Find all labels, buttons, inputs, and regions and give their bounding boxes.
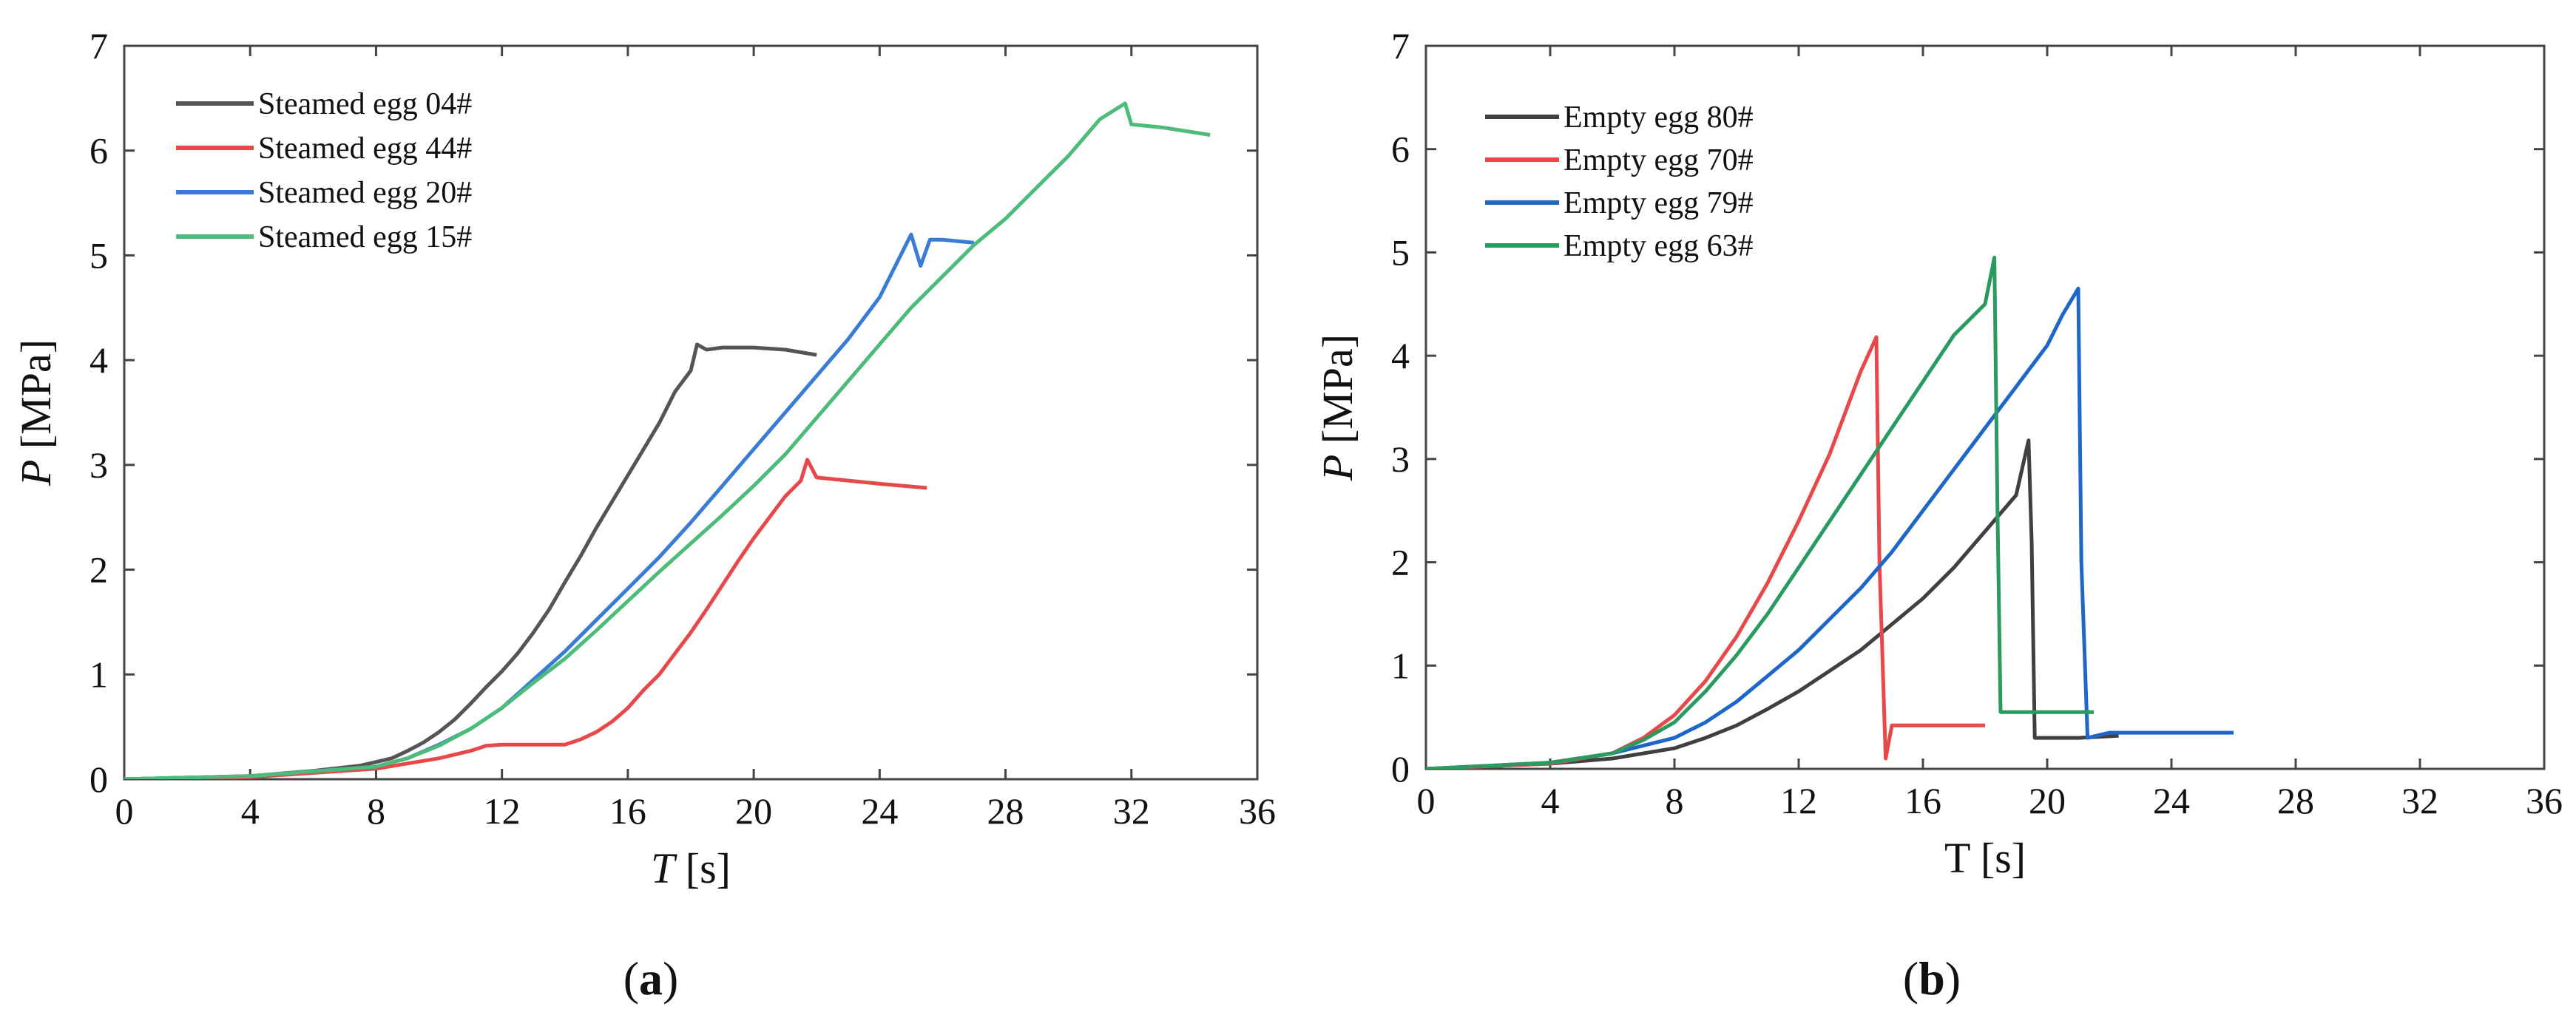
series-line-3 xyxy=(124,232,975,779)
series-line-1 xyxy=(1426,438,2119,769)
x-axis-unit: [s] xyxy=(675,844,731,892)
x-tick-label: 8 xyxy=(1666,780,1684,821)
series-line-2 xyxy=(124,458,927,779)
panel-label: (a) xyxy=(623,952,679,1005)
legend-label: Empty egg 79# xyxy=(1563,186,1754,220)
y-tick-label: 1 xyxy=(1391,645,1410,686)
x-tick-label: 16 xyxy=(1904,780,1941,821)
y-tick-label: 3 xyxy=(89,444,108,486)
x-tick-label: 20 xyxy=(2029,780,2066,821)
x-tick-label: 0 xyxy=(1417,780,1436,821)
y-tick-label: 4 xyxy=(1391,335,1410,376)
x-axis-unit: [s] xyxy=(1970,834,2026,882)
legend-label: Empty egg 70# xyxy=(1563,143,1754,177)
plot-frame xyxy=(1424,44,2546,770)
x-tick-label: 16 xyxy=(609,790,646,832)
series-line-4 xyxy=(124,101,1211,779)
y-tick-label: 2 xyxy=(89,549,108,591)
x-tick-label: 24 xyxy=(2153,780,2190,821)
legend-label: Steamed egg 20# xyxy=(258,176,472,210)
x-tick-label: 36 xyxy=(1239,790,1276,832)
y-tick-label: 3 xyxy=(1391,438,1410,480)
y-axis-title: P [MPa] xyxy=(1314,334,1362,481)
x-axis-variable: T xyxy=(1944,834,1970,882)
y-axis-unit: [MPa] xyxy=(12,339,60,460)
y-tick-label: 0 xyxy=(89,759,108,800)
x-tick-label: 32 xyxy=(2401,780,2438,821)
legend-label: Steamed egg 04# xyxy=(258,87,472,121)
y-tick-label: 1 xyxy=(89,654,108,695)
x-tick-label: 4 xyxy=(241,790,260,832)
x-axis-variable: T xyxy=(651,844,677,892)
y-tick-label: 2 xyxy=(1391,542,1410,583)
y-tick-label: 5 xyxy=(89,234,108,276)
plot-frame xyxy=(123,44,1259,781)
legend: Steamed egg 04# Steamed egg 44# Steamed eg… xyxy=(176,87,472,254)
legend-label: Steamed egg 15# xyxy=(258,220,472,254)
panel-label: (b) xyxy=(1903,952,1961,1005)
y-tick-label: 7 xyxy=(1391,25,1410,67)
x-tick-label: 36 xyxy=(2526,780,2563,821)
series-line-2 xyxy=(1426,335,1985,769)
series-line-4 xyxy=(1426,255,2094,769)
x-axis-title: T [s] xyxy=(651,844,731,892)
y-tick-label: 0 xyxy=(1391,748,1410,790)
y-tick-label: 7 xyxy=(89,25,108,67)
x-tick-label: 8 xyxy=(367,790,385,832)
legend-label: Steamed egg 44# xyxy=(258,132,472,166)
x-tick-label: 28 xyxy=(2277,780,2314,821)
y-axis-variable: P xyxy=(12,460,60,486)
x-tick-label: 24 xyxy=(861,790,898,832)
x-tick-label: 28 xyxy=(987,790,1024,832)
y-tick-label: 4 xyxy=(89,339,108,381)
legend-label: Empty egg 80# xyxy=(1563,101,1754,135)
legend: Empty egg 80# Empty egg 70# Empty egg 79# E… xyxy=(1485,101,1754,263)
y-tick-label: 5 xyxy=(1391,231,1410,273)
y-axis-variable: P xyxy=(1314,455,1362,481)
x-tick-label: 0 xyxy=(115,790,134,832)
y-axis-unit: [MPa] xyxy=(1314,334,1362,455)
y-tick-label: 6 xyxy=(1391,129,1410,170)
series-line-3 xyxy=(1426,286,2234,769)
legend-label: Empty egg 63# xyxy=(1563,229,1754,263)
series-line-1 xyxy=(124,342,817,779)
x-axis-title: T [s] xyxy=(1944,834,2026,882)
x-tick-label: 4 xyxy=(1541,780,1560,821)
x-tick-label: 12 xyxy=(1780,780,1817,821)
x-tick-label: 12 xyxy=(484,790,521,832)
x-tick-label: 20 xyxy=(735,790,772,832)
x-tick-label: 32 xyxy=(1113,790,1150,832)
y-tick-label: 6 xyxy=(89,130,108,172)
y-axis-title: P [MPa] xyxy=(12,339,60,486)
